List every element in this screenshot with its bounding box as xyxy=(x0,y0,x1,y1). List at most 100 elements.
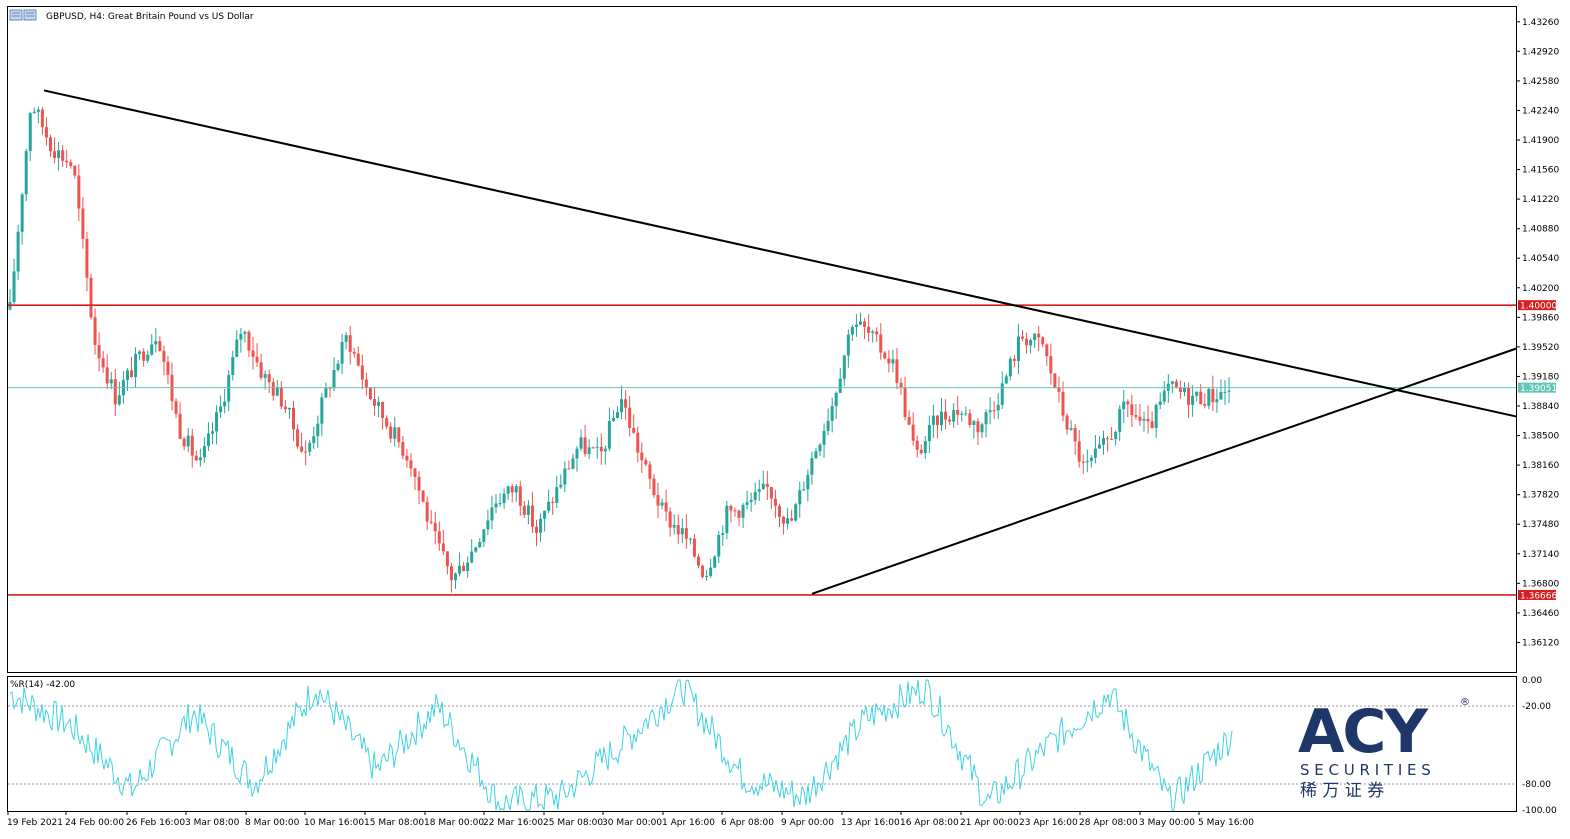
bull-candle xyxy=(940,411,943,426)
bear-candle xyxy=(381,402,385,418)
bear-candle xyxy=(373,399,376,406)
bull-candle xyxy=(846,334,850,356)
bear-candle xyxy=(44,127,48,138)
bear-candle xyxy=(1025,338,1029,346)
bull-candle xyxy=(1097,444,1101,449)
bull-candle xyxy=(219,406,223,413)
bear-candle xyxy=(1021,336,1024,339)
bull-candle xyxy=(1069,428,1073,430)
x-tick-label: 21 Apr 00:00 xyxy=(960,818,1019,828)
bear-candle xyxy=(1187,387,1191,405)
y-tick-label: 1.39860 xyxy=(1522,313,1559,323)
bull-candle xyxy=(1000,383,1004,405)
bull-candle xyxy=(709,567,713,577)
bear-candle xyxy=(1077,441,1081,462)
bull-candle xyxy=(555,487,559,503)
bear-candle xyxy=(105,367,109,384)
bull-candle xyxy=(1102,438,1105,445)
y-tick-label: 1.36120 xyxy=(1522,638,1559,648)
bear-candle xyxy=(883,352,887,359)
bull-candle xyxy=(1219,392,1223,400)
y-tick-label: 1.36460 xyxy=(1522,609,1559,619)
bull-candle xyxy=(616,412,619,418)
bear-candle xyxy=(348,335,352,352)
bull-candle xyxy=(125,370,129,381)
x-tick-label: 18 Mar 00:00 xyxy=(424,818,484,828)
bear-candle xyxy=(518,486,522,506)
indicator-scale-label: -80.00 xyxy=(1522,780,1551,790)
bull-candle xyxy=(607,421,611,449)
bull-candle xyxy=(32,111,36,114)
window-icon[interactable] xyxy=(9,9,37,21)
bull-candle xyxy=(891,359,895,364)
bull-candle xyxy=(470,551,474,563)
bear-candle xyxy=(166,361,170,375)
bull-candle xyxy=(332,369,336,389)
x-tick-label: 23 Apr 16:00 xyxy=(1019,818,1078,828)
bear-candle xyxy=(130,370,133,378)
y-tick-label: 1.37480 xyxy=(1522,520,1559,530)
bear-candle xyxy=(69,162,73,166)
bull-candle xyxy=(818,444,822,452)
bull-candle xyxy=(660,502,664,506)
bull-candle xyxy=(543,510,547,519)
y-tick-label: 1.42580 xyxy=(1522,77,1559,87)
bull-candle xyxy=(988,410,992,413)
bear-candle xyxy=(769,486,773,499)
bull-candle xyxy=(138,351,142,355)
bear-candle xyxy=(887,358,891,364)
bull-candle xyxy=(316,423,320,437)
bear-candle xyxy=(364,379,368,388)
bear-candle xyxy=(360,365,364,380)
y-tick-label: 1.39180 xyxy=(1522,372,1559,382)
bear-candle xyxy=(1037,333,1041,338)
bull-candle xyxy=(482,529,486,543)
bear-candle xyxy=(1199,391,1203,404)
bull-candle xyxy=(1004,376,1008,384)
bull-candle xyxy=(231,357,235,376)
bull-candle xyxy=(340,341,344,364)
bull-candle xyxy=(830,406,834,421)
bear-candle xyxy=(911,424,915,441)
bear-candle xyxy=(599,446,603,452)
x-tick-label: 13 Apr 16:00 xyxy=(841,818,900,828)
y-tick-label: 1.41220 xyxy=(1522,195,1559,205)
bull-candle xyxy=(1008,358,1012,377)
bear-candle xyxy=(417,476,421,491)
bull-candle xyxy=(871,331,875,333)
bull-candle xyxy=(1158,401,1162,405)
bear-candle xyxy=(182,438,186,447)
bull-candle xyxy=(490,507,494,521)
logo-securities: S E C U R I T I E S xyxy=(1300,761,1431,779)
bull-candle xyxy=(1029,340,1033,346)
y-tick-label: 1.43260 xyxy=(1522,18,1559,28)
indicator-scale-label: -20.00 xyxy=(1522,702,1551,712)
chart-title: GBPUSD, H4: Great Britain Pound vs US Do… xyxy=(46,12,254,22)
bear-candle xyxy=(53,151,57,158)
bear-candle xyxy=(701,565,705,577)
bear-candle xyxy=(644,460,648,465)
bear-candle xyxy=(1150,421,1154,428)
bull-candle xyxy=(826,420,830,431)
bull-candle xyxy=(377,402,381,406)
bull-candle xyxy=(923,441,927,454)
bull-candle xyxy=(749,499,753,503)
bull-candle xyxy=(16,231,20,272)
bull-candle xyxy=(822,430,826,445)
bull-candle xyxy=(761,483,765,490)
bear-candle xyxy=(583,437,587,455)
bull-candle xyxy=(595,446,599,448)
bear-candle xyxy=(976,421,980,433)
bull-candle xyxy=(514,486,518,493)
bull-candle xyxy=(814,451,818,459)
bear-candle xyxy=(352,351,356,354)
bear-candle xyxy=(405,455,409,461)
price-level-tag-label: 1.40000 xyxy=(1520,302,1557,312)
bear-candle xyxy=(919,449,923,454)
bear-candle xyxy=(668,511,672,528)
bear-candle xyxy=(1126,401,1130,405)
bear-candle xyxy=(1130,404,1134,416)
bull-candle xyxy=(850,326,854,335)
bull-candle xyxy=(587,447,591,455)
bull-candle xyxy=(393,427,397,439)
